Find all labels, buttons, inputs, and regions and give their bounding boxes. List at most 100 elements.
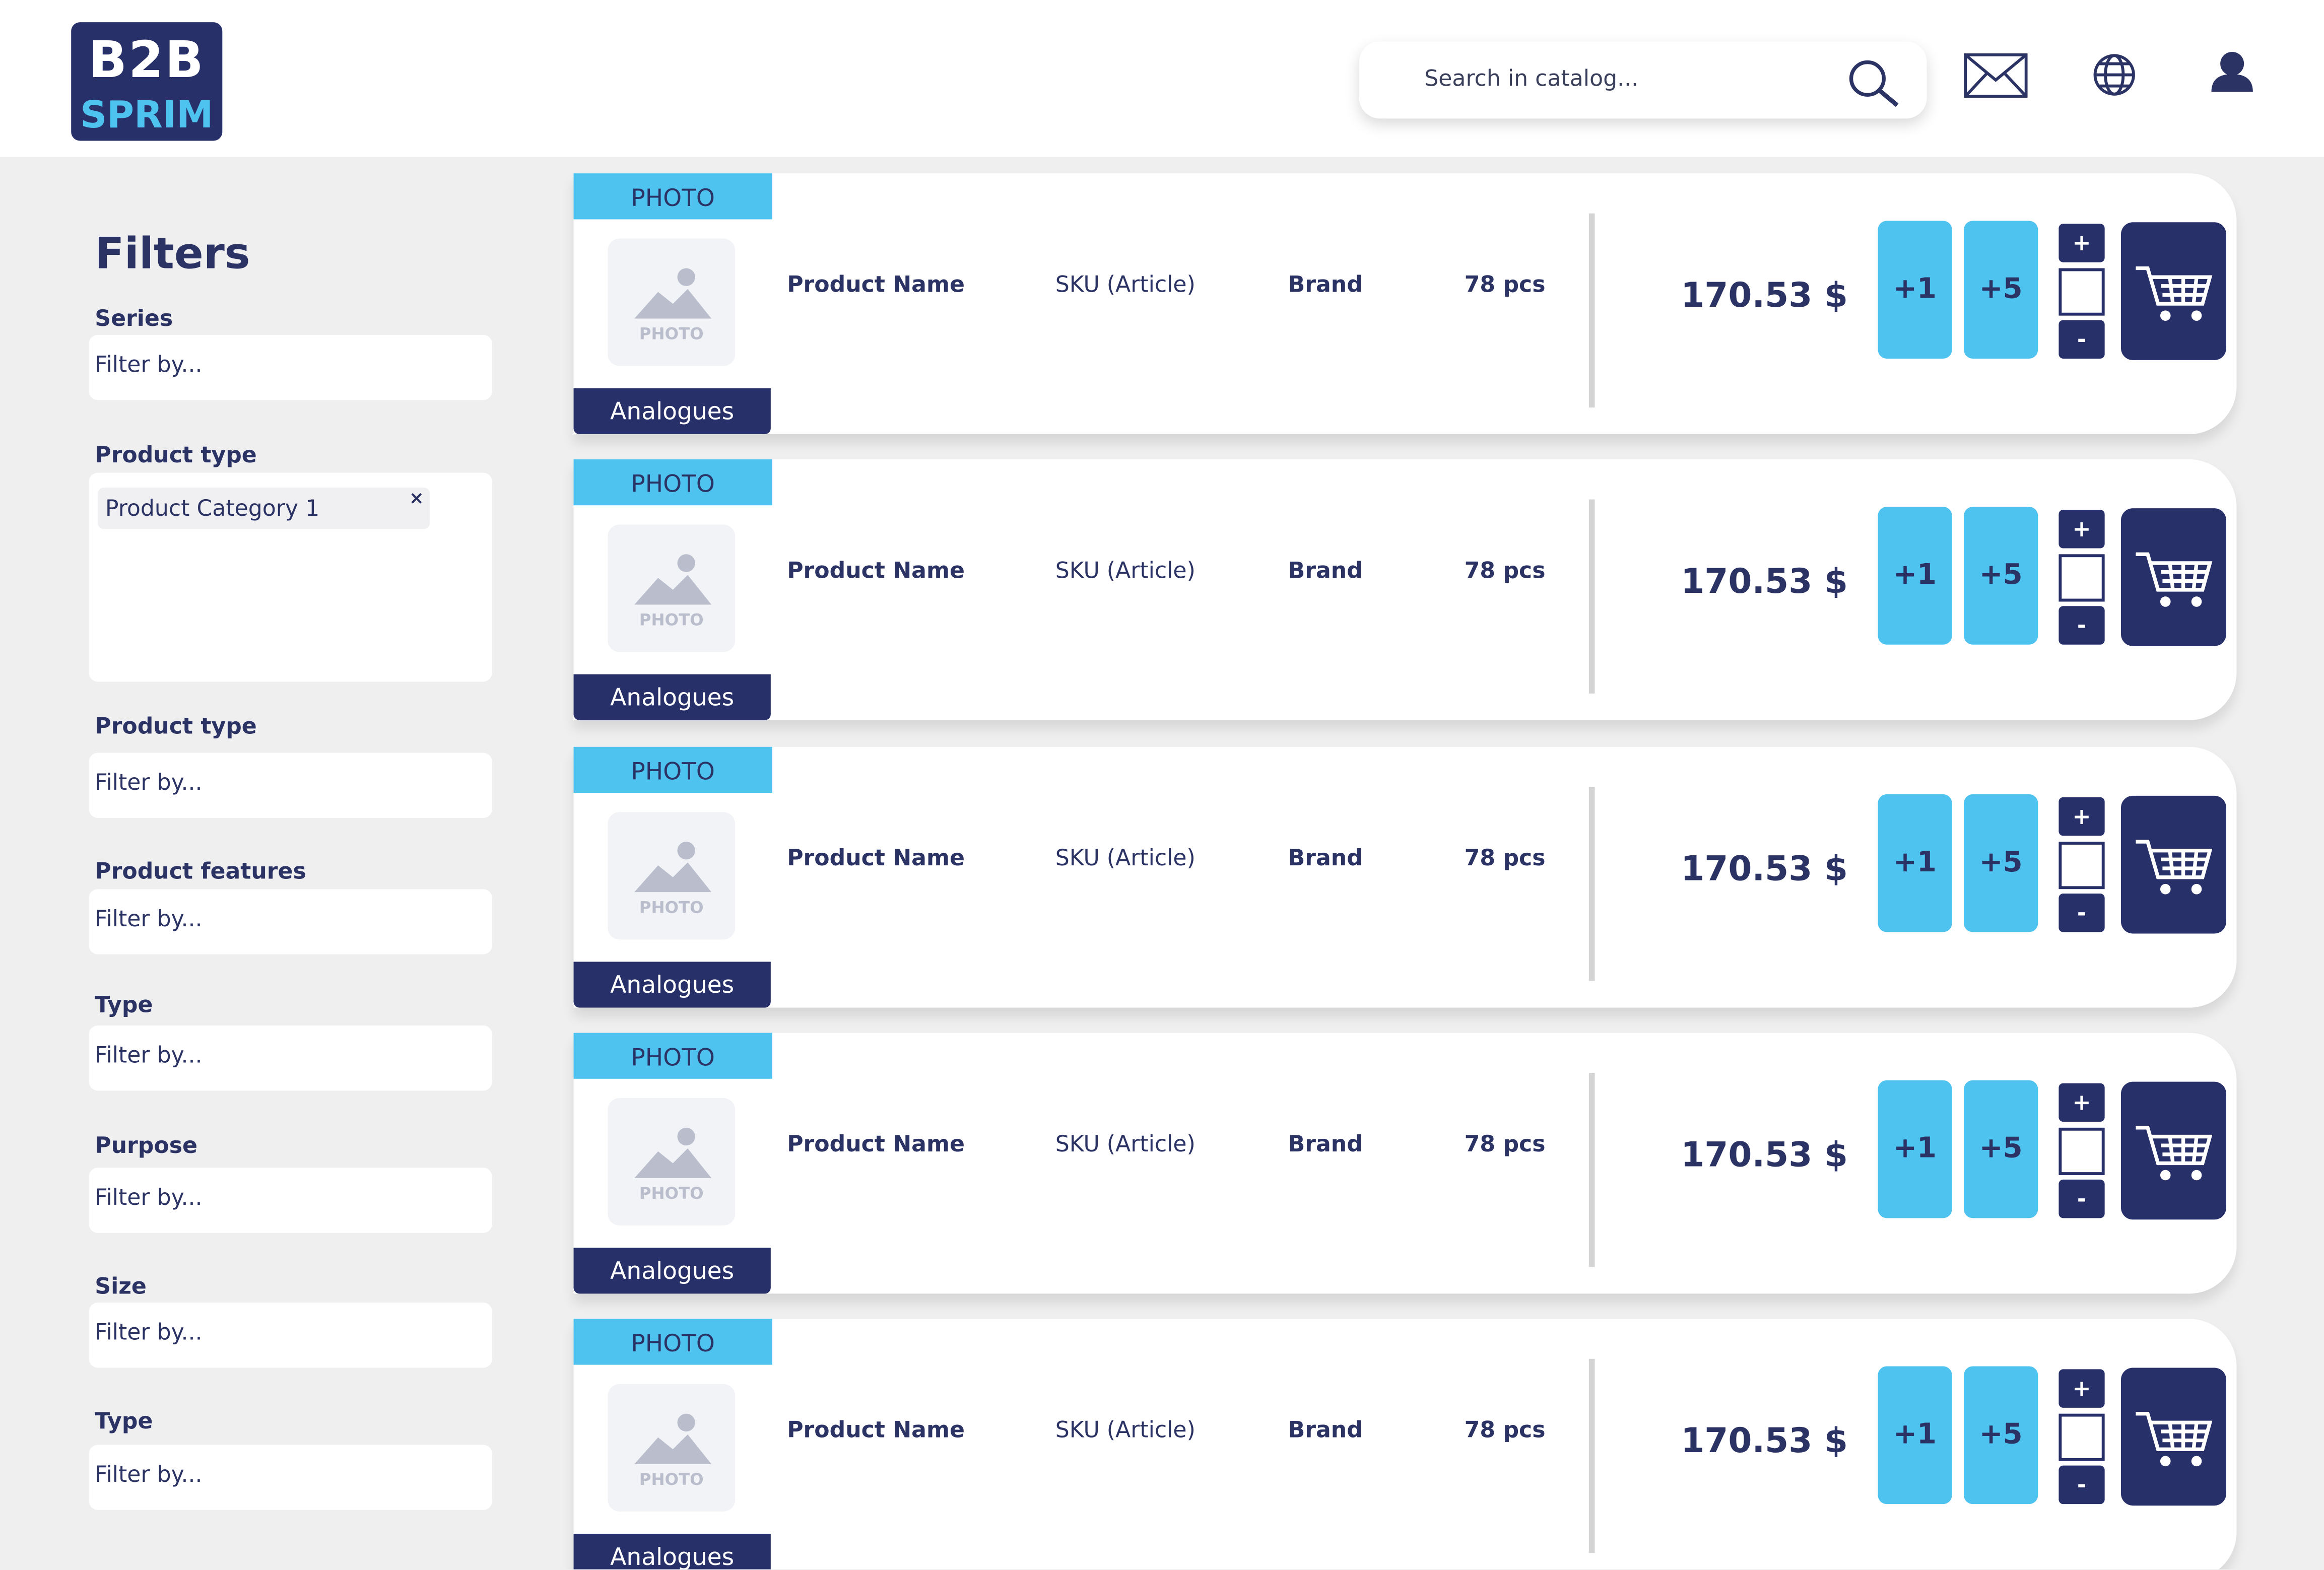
product-image[interactable]: PHOTO — [608, 1098, 736, 1225]
search-placeholder: Search in catalog... — [1424, 65, 1639, 92]
logo[interactable]: B2B SPRIM — [71, 22, 223, 141]
analogues-tab[interactable]: Analogues — [573, 674, 771, 721]
add-five-button[interactable]: +5 — [1964, 1367, 2038, 1505]
header: B2B SPRIM Search in catalog... — [0, 0, 2324, 157]
logo-top: B2B — [88, 31, 205, 91]
product-image[interactable]: PHOTO — [608, 525, 736, 653]
quantity-input[interactable] — [2059, 841, 2105, 889]
add-one-button[interactable]: +1 — [1878, 1367, 1952, 1505]
filter-input[interactable]: Filter by... — [89, 1445, 492, 1510]
quantity-input[interactable] — [2059, 555, 2105, 602]
analogues-tab[interactable]: Analogues — [573, 961, 771, 1007]
product-card: PHOTO PHOTO Analogues Product Name SKU (Arti… — [573, 1033, 2237, 1294]
product-brand: Brand — [1288, 1130, 1363, 1157]
image-icon — [634, 841, 712, 892]
decrement-button[interactable]: - — [2059, 893, 2105, 932]
product-name[interactable]: Product Name — [787, 1130, 965, 1157]
increment-button[interactable]: + — [2059, 510, 2105, 549]
product-brand: Brand — [1288, 844, 1363, 871]
divider — [1588, 213, 1595, 408]
analogues-tab[interactable]: Analogues — [573, 1534, 771, 1569]
image-placeholder: PHOTO — [639, 610, 704, 631]
product-image[interactable]: PHOTO — [608, 238, 736, 366]
product-price: 170.53 $ — [1681, 563, 1848, 602]
filter-input[interactable]: Product Category 1 × — [89, 472, 492, 682]
add-to-cart-button[interactable] — [2121, 508, 2226, 647]
product-image[interactable]: PHOTO — [608, 811, 736, 939]
decrement-button[interactable]: - — [2059, 320, 2105, 359]
product-quantity: 78 pcs — [1464, 558, 1546, 585]
product-card: PHOTO PHOTO Analogues Product Name SKU (Arti… — [573, 173, 2237, 435]
add-to-cart-button[interactable] — [2121, 795, 2226, 933]
add-to-cart-button[interactable] — [2121, 1081, 2226, 1219]
product-name[interactable]: Product Name — [787, 1417, 965, 1444]
filter-tag[interactable]: Product Category 1 × — [98, 487, 430, 529]
filter-tag-remove[interactable]: × — [409, 487, 424, 509]
product-price: 170.53 $ — [1681, 850, 1848, 889]
product-card: PHOTO PHOTO Analogues Product Name SKU (Arti… — [573, 459, 2237, 721]
photo-tab[interactable]: PHOTO — [573, 1033, 772, 1079]
mail-icon[interactable] — [1964, 53, 2028, 98]
filter-input[interactable]: Filter by... — [89, 1303, 492, 1368]
filter-input[interactable]: Filter by... — [89, 889, 492, 954]
product-brand: Brand — [1288, 558, 1363, 585]
divider — [1588, 1072, 1595, 1267]
language-icon[interactable] — [2091, 52, 2137, 98]
photo-tab[interactable]: PHOTO — [573, 173, 772, 220]
image-placeholder: PHOTO — [639, 324, 704, 344]
image-icon — [634, 268, 712, 319]
filter-placeholder: Filter by... — [95, 1461, 203, 1488]
search-box[interactable]: Search in catalog... — [1359, 41, 1927, 119]
image-placeholder: PHOTO — [639, 897, 704, 917]
user-icon[interactable] — [2210, 50, 2254, 95]
product-sku: SKU (Article) — [1055, 271, 1196, 298]
filter-label: Product type — [95, 441, 257, 468]
quantity-input[interactable] — [2059, 1127, 2105, 1175]
add-to-cart-button[interactable] — [2121, 1368, 2226, 1506]
increment-button[interactable]: + — [2059, 1369, 2105, 1408]
photo-tab[interactable]: PHOTO — [573, 746, 772, 792]
add-one-button[interactable]: +1 — [1878, 793, 1952, 932]
product-name[interactable]: Product Name — [787, 558, 965, 585]
filter-label: Purpose — [95, 1132, 197, 1159]
filter-label: Product type — [95, 713, 257, 740]
add-five-button[interactable]: +5 — [1964, 221, 2038, 359]
add-five-button[interactable]: +5 — [1964, 1080, 2038, 1218]
search-icon[interactable] — [1844, 56, 1903, 110]
filter-input[interactable]: Filter by... — [89, 1025, 492, 1091]
photo-tab[interactable]: PHOTO — [573, 459, 772, 506]
increment-button[interactable]: + — [2059, 1083, 2105, 1122]
add-one-button[interactable]: +1 — [1878, 1080, 1952, 1218]
analogues-tab[interactable]: Analogues — [573, 1247, 771, 1294]
product-name[interactable]: Product Name — [787, 844, 965, 871]
decrement-button[interactable]: - — [2059, 606, 2105, 645]
add-to-cart-button[interactable] — [2121, 222, 2226, 360]
photo-tab[interactable]: PHOTO — [573, 1319, 772, 1366]
product-sku: SKU (Article) — [1055, 1130, 1196, 1157]
product-brand: Brand — [1288, 1417, 1363, 1444]
product-name[interactable]: Product Name — [787, 271, 965, 298]
increment-button[interactable]: + — [2059, 796, 2105, 836]
decrement-button[interactable]: - — [2059, 1179, 2105, 1218]
add-one-button[interactable]: +1 — [1878, 507, 1952, 645]
filter-placeholder: Filter by... — [95, 351, 203, 378]
filter-input[interactable]: Filter by... — [89, 1168, 492, 1233]
filter-input[interactable]: Filter by... — [89, 334, 492, 400]
filter-placeholder: Filter by... — [95, 905, 203, 932]
filters-title: Filters — [95, 228, 250, 279]
quantity-input[interactable] — [2059, 1414, 2105, 1462]
product-sku: SKU (Article) — [1055, 558, 1196, 585]
analogues-tab[interactable]: Analogues — [573, 388, 771, 435]
decrement-button[interactable]: - — [2059, 1466, 2105, 1505]
add-five-button[interactable]: +5 — [1964, 793, 2038, 932]
add-one-button[interactable]: +1 — [1878, 221, 1952, 359]
image-icon — [634, 555, 712, 605]
product-image[interactable]: PHOTO — [608, 1384, 736, 1512]
filter-input[interactable]: Filter by... — [89, 753, 492, 818]
increment-button[interactable]: + — [2059, 224, 2105, 262]
add-five-button[interactable]: +5 — [1964, 507, 2038, 645]
product-price: 170.53 $ — [1681, 1422, 1848, 1462]
quantity-input[interactable] — [2059, 268, 2105, 316]
